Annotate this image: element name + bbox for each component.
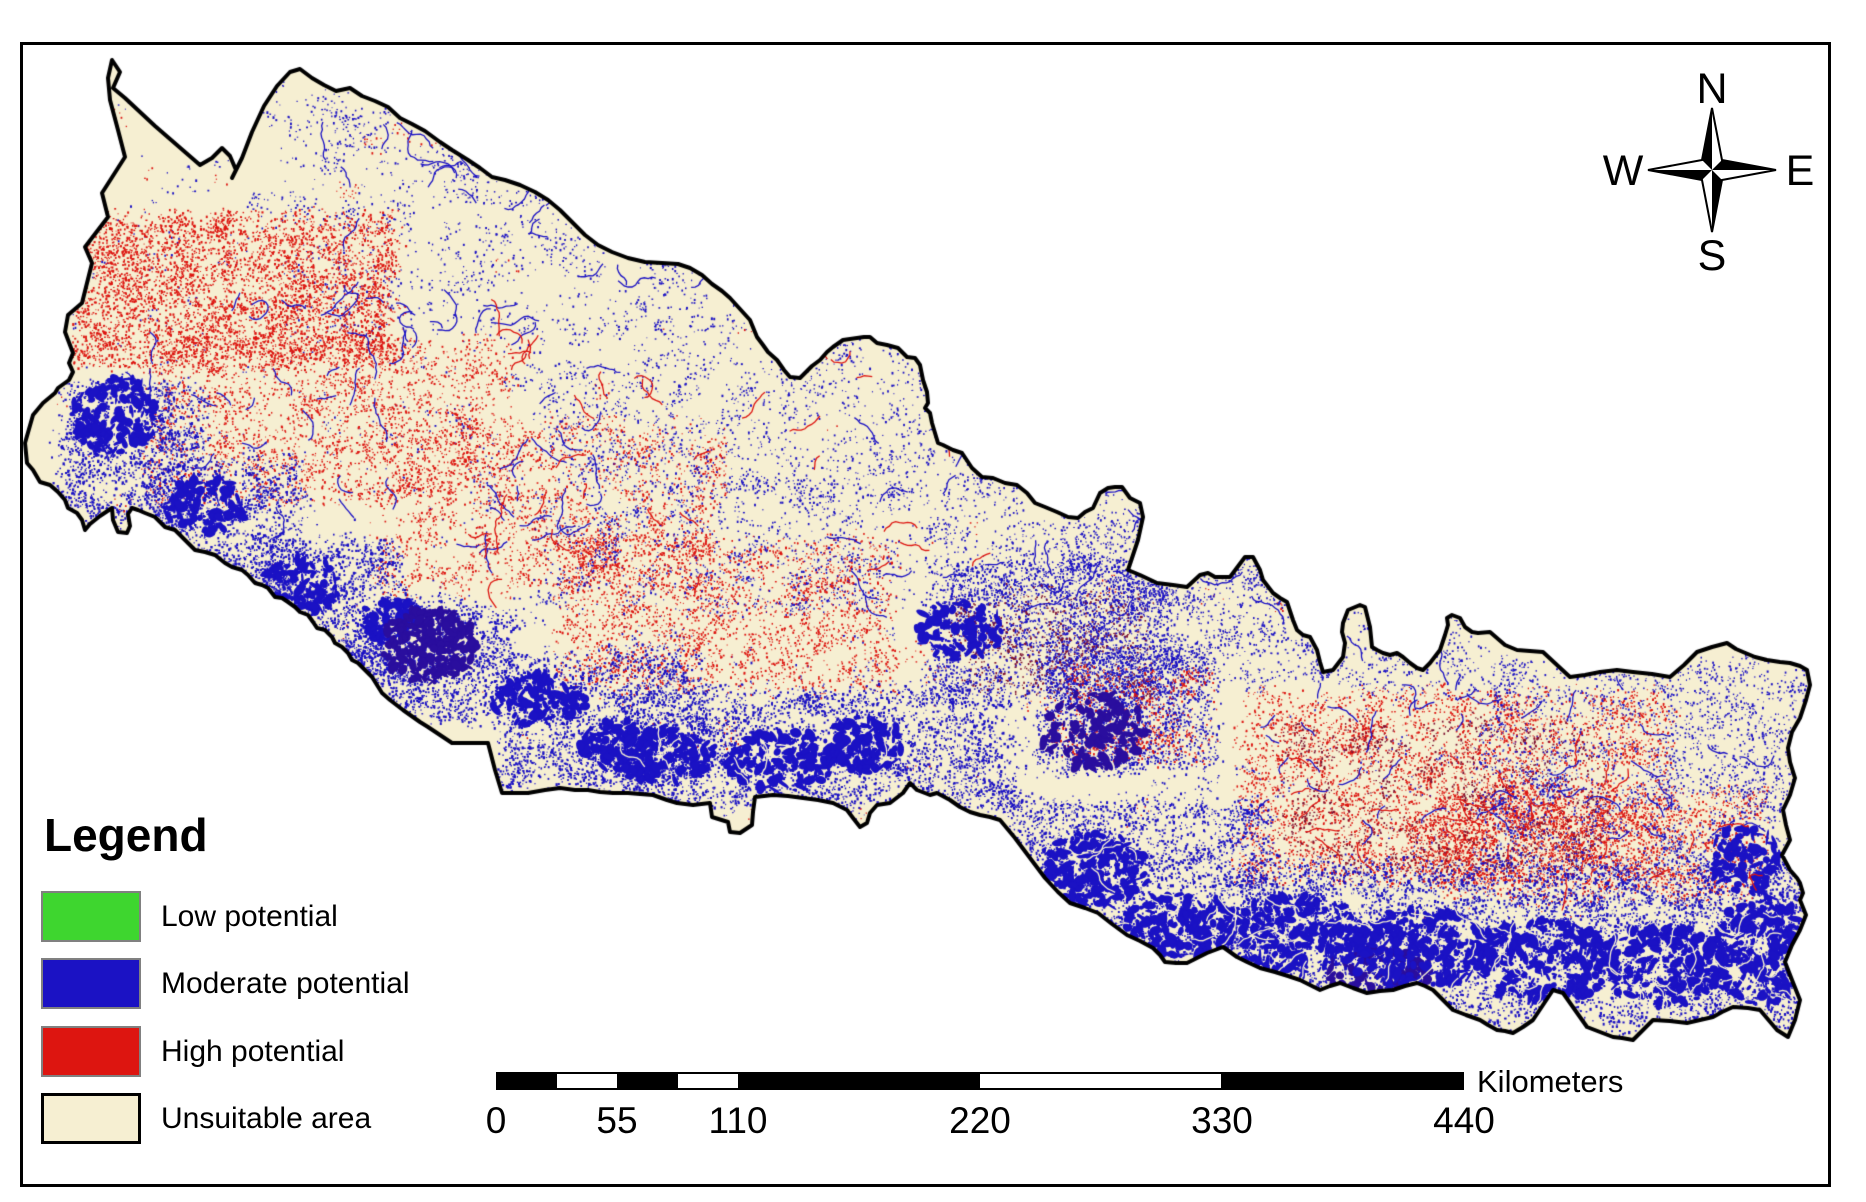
compass-rose: N E S W <box>1603 65 1815 280</box>
legend-label-moderate: Moderate potential <box>161 966 410 1000</box>
scalebar-tick-55: 55 <box>596 1100 638 1141</box>
scalebar-segment <box>979 1074 1221 1088</box>
compass-north-label: N <box>1696 65 1727 113</box>
legend-swatch-high-icon <box>41 1026 141 1077</box>
legend-label-high: High potential <box>161 1034 345 1068</box>
legend-label-unsuitable: Unsuitable area <box>161 1101 372 1135</box>
scalebar-tick-330: 330 <box>1191 1100 1253 1141</box>
scalebar-segment <box>738 1074 980 1088</box>
compass-west-label: W <box>1603 147 1644 195</box>
scalebar-tick-220: 220 <box>949 1100 1011 1141</box>
legend-item-moderate: Moderate potential <box>41 958 410 1009</box>
legend-swatch-unsuitable-icon <box>41 1093 141 1144</box>
scalebar <box>496 1072 1464 1090</box>
legend-item-high: High potential <box>41 1026 344 1077</box>
legend-title: Legend <box>44 809 208 861</box>
scalebar-tick-0: 0 <box>485 1100 507 1141</box>
legend-label-low: Low potential <box>161 899 338 933</box>
scalebar-segment <box>677 1074 738 1088</box>
legend-item-unsuitable: Unsuitable area <box>41 1093 371 1144</box>
scalebar-segment <box>1221 1074 1462 1088</box>
compass-east-label: E <box>1786 147 1815 195</box>
legend-swatch-moderate-icon <box>41 958 141 1009</box>
scalebar-tick-110: 110 <box>708 1100 768 1141</box>
scalebar-unit-label: Kilometers <box>1477 1064 1624 1099</box>
scalebar-segment <box>498 1074 557 1088</box>
scalebar-tick-440: 440 <box>1433 1100 1495 1141</box>
scalebar-segment <box>556 1074 617 1088</box>
scalebar-segment <box>617 1074 678 1088</box>
compass-star-icon <box>1647 107 1777 233</box>
legend-swatch-low-icon <box>41 891 141 942</box>
legend-item-low: Low potential <box>41 891 338 942</box>
compass-south-label: S <box>1698 232 1727 280</box>
